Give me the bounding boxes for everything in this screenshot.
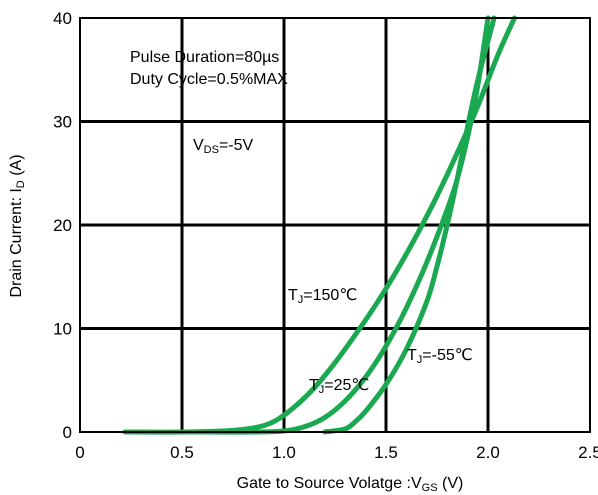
- curve-tj-minus55: [322, 15, 497, 435]
- x-axis-title: Gate to Source Volatge :VGS (V): [237, 475, 464, 494]
- x-tick-label: 2.5: [578, 443, 598, 462]
- y-tick-label: 10: [53, 320, 72, 339]
- duty-cycle-label: Duty Cycle=0.5%MAX: [130, 71, 288, 88]
- curves: [122, 15, 517, 435]
- y-tick-label: 30: [53, 113, 72, 132]
- x-tick-label: 0.5: [170, 443, 194, 462]
- plot-frame: [79, 17, 591, 433]
- y-tick-label: 20: [53, 216, 72, 235]
- x-tick-label: 2.0: [476, 443, 500, 462]
- y-axis-title: Drain Current: ID (A): [8, 154, 27, 297]
- y-tick-label: 0: [63, 423, 72, 442]
- y-tick-label: 40: [53, 9, 72, 28]
- vds-label: VDS=-5V: [193, 137, 254, 156]
- tj-25-label: TJ=25℃: [309, 377, 369, 396]
- x-tick-label: 0: [75, 443, 84, 462]
- x-tick-labels: 0 0.5 1.0 1.5 2.0 2.5: [75, 443, 598, 462]
- y-tick-labels: 0 10 20 30 40: [53, 9, 72, 442]
- tj-150-label: TJ=150℃: [288, 287, 357, 306]
- pulse-duration-label: Pulse Duration=80µs: [130, 49, 279, 66]
- tj-minus55-label: TJ=-55℃: [407, 347, 473, 366]
- x-tick-label: 1.0: [272, 443, 296, 462]
- x-tick-label: 1.5: [374, 443, 398, 462]
